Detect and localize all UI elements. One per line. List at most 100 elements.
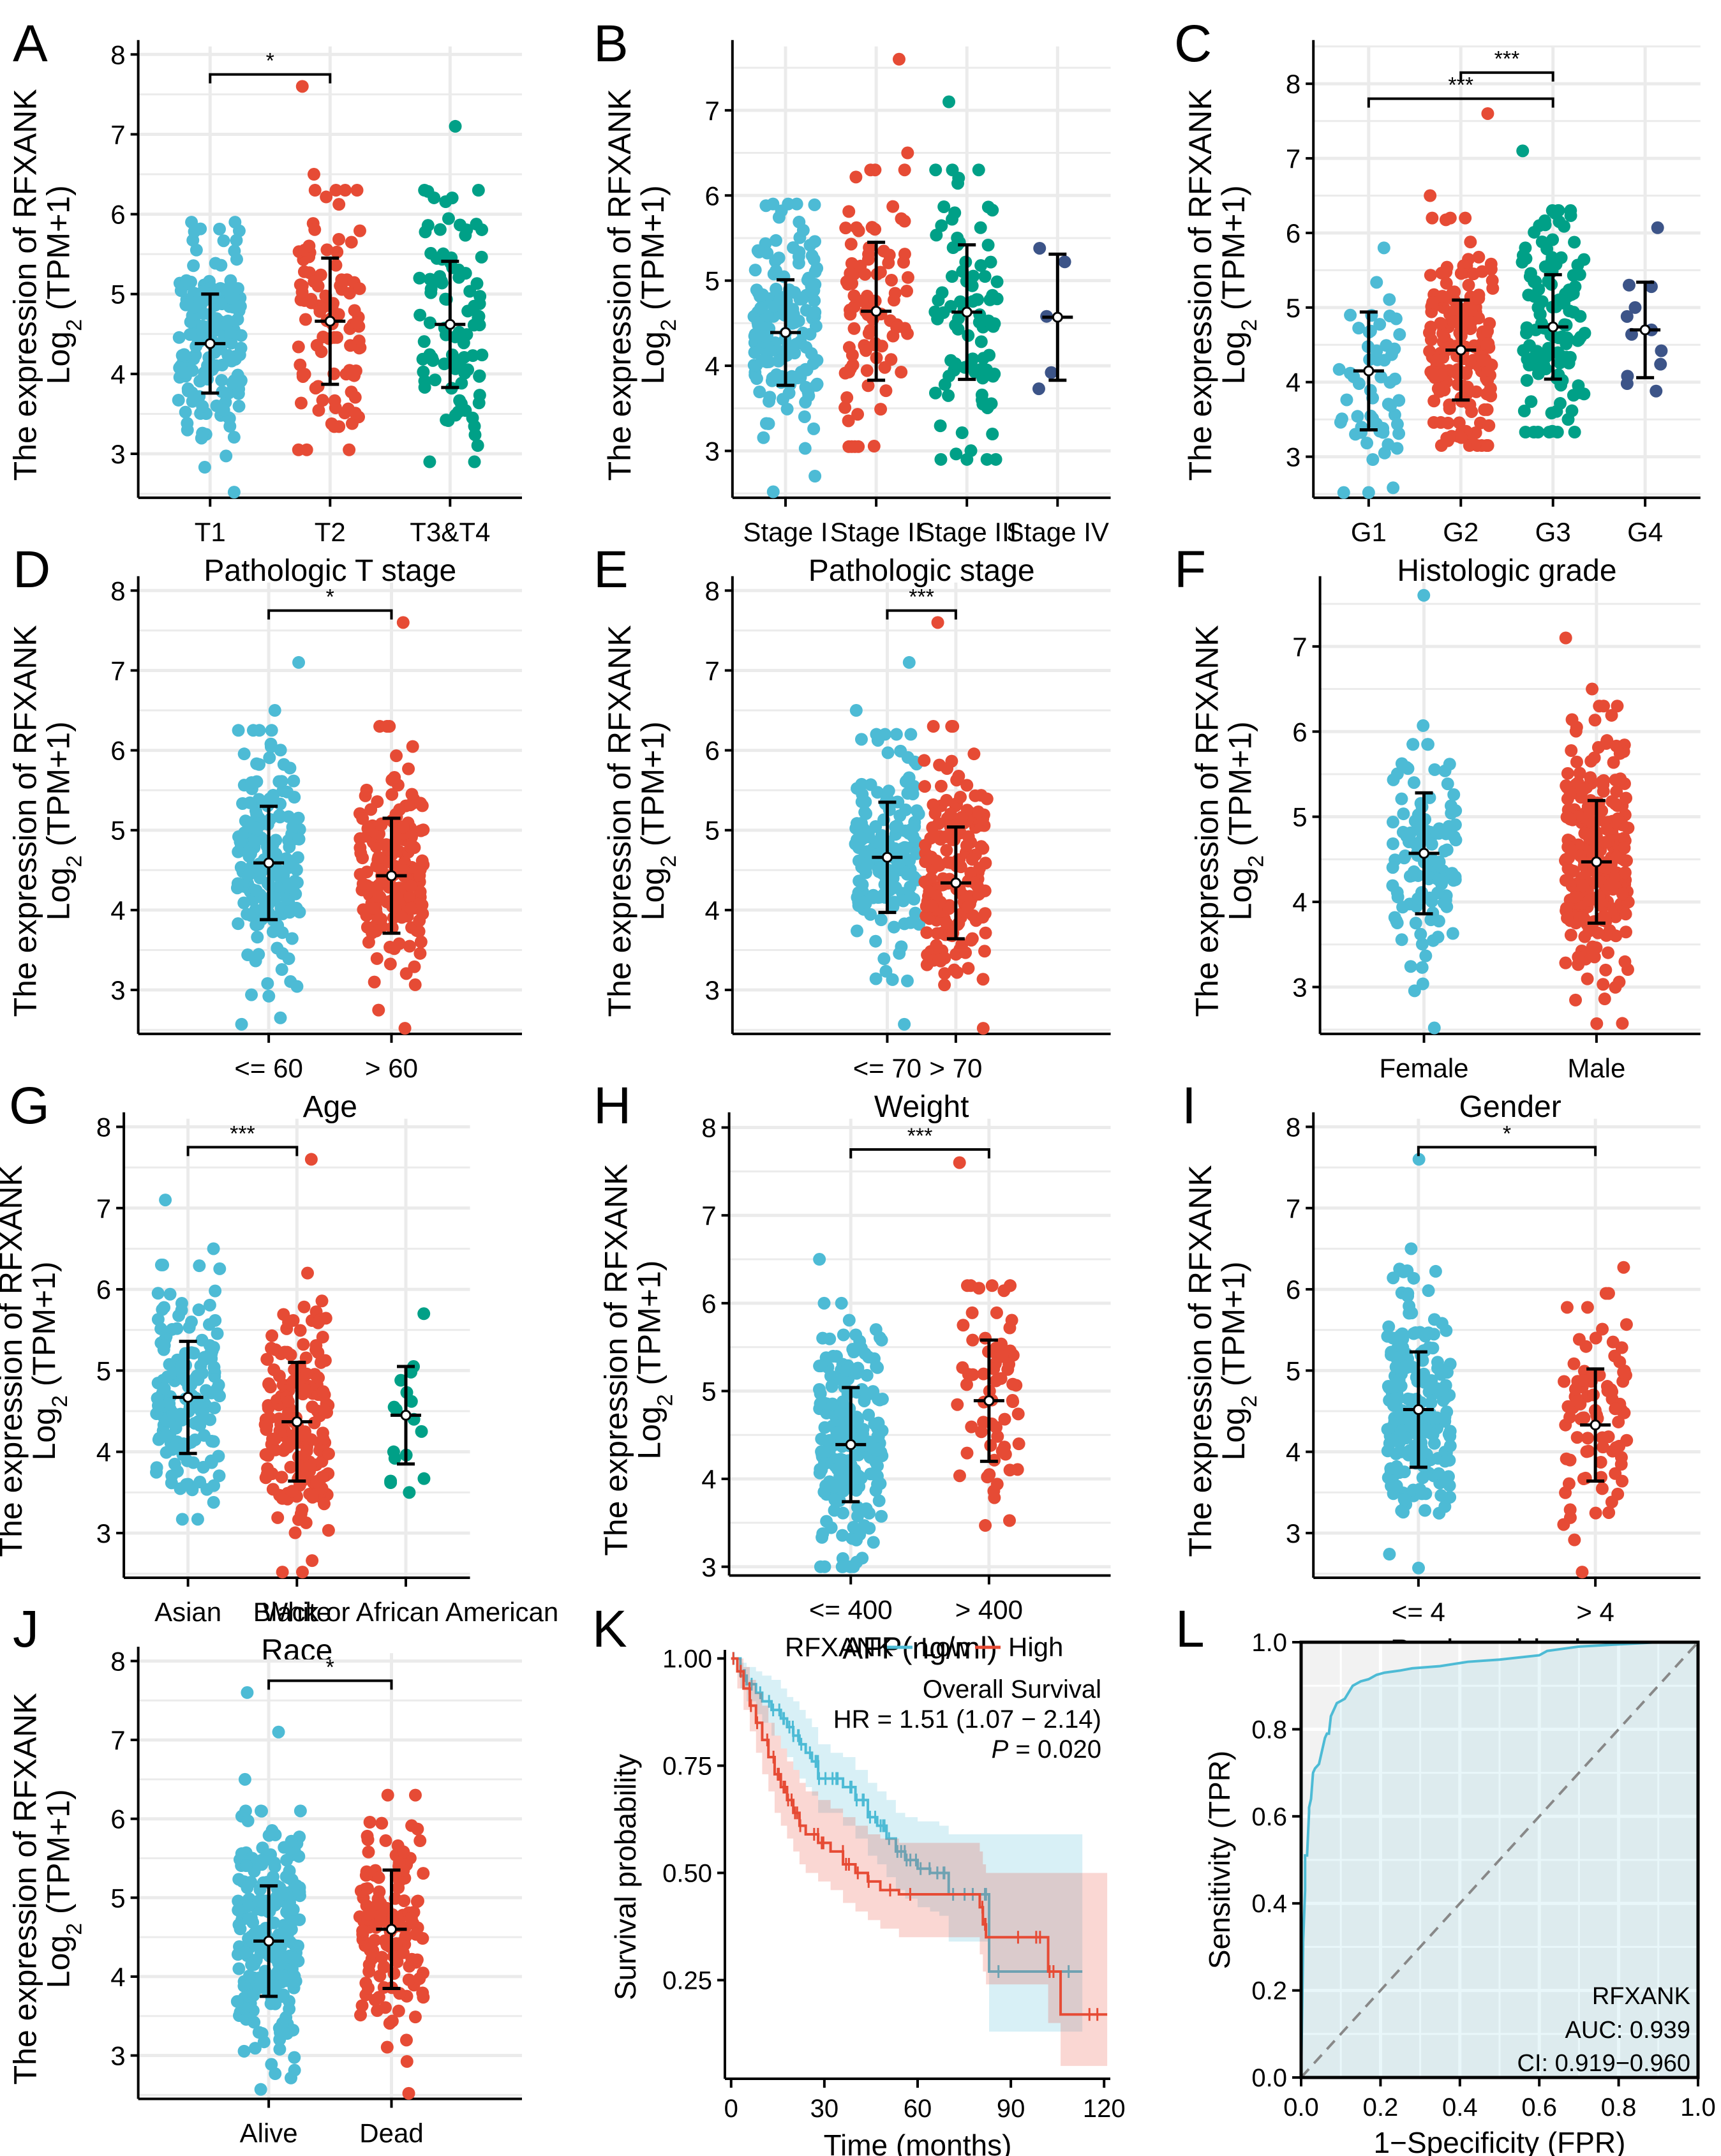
- data-point: [839, 221, 853, 235]
- data-point: [208, 1401, 221, 1414]
- data-point: [850, 1366, 863, 1380]
- data-point: [965, 853, 979, 866]
- data-point: [1568, 890, 1581, 904]
- data-point: [232, 917, 245, 931]
- data-point: [238, 1772, 251, 1786]
- data-point: [951, 322, 965, 336]
- y-tick-label: 7: [1286, 144, 1300, 174]
- data-point: [918, 754, 931, 767]
- log-text: Log: [635, 331, 671, 384]
- data-point: [897, 894, 910, 908]
- data-point: [1618, 841, 1631, 855]
- data-point: [860, 344, 873, 357]
- data-point: [1597, 778, 1610, 791]
- data-point: [1609, 1402, 1622, 1416]
- mean-marker: [291, 1416, 302, 1428]
- data-point: [315, 1294, 329, 1308]
- data-point: [292, 340, 305, 354]
- data-point: [886, 200, 900, 213]
- data-point: [185, 1315, 198, 1329]
- data-point: [973, 862, 987, 875]
- data-point: [979, 926, 992, 940]
- legend-label-low: Low: [921, 1632, 971, 1662]
- data-point: [983, 1468, 996, 1481]
- data-point: [1557, 1518, 1570, 1531]
- data-point: [1577, 783, 1590, 797]
- data-point: [288, 1526, 302, 1539]
- x-tick-label: > 400: [955, 1595, 1023, 1625]
- data-point: [835, 1296, 848, 1310]
- data-point: [1520, 326, 1533, 340]
- data-point: [1573, 767, 1586, 780]
- data-point: [1481, 107, 1494, 120]
- data-point: [1486, 274, 1499, 287]
- data-point: [850, 924, 863, 938]
- x-axis-title: Pathologic stage: [808, 554, 1035, 588]
- data-point: [1032, 382, 1045, 396]
- data-point: [1383, 1548, 1396, 1561]
- data-point: [1409, 1326, 1422, 1340]
- data-point: [1418, 1458, 1431, 1472]
- data-point: [1396, 1341, 1410, 1354]
- y-tick-label: 4: [704, 351, 719, 381]
- data-point: [1431, 931, 1445, 944]
- data-point: [472, 311, 485, 325]
- log-text: Log: [41, 867, 77, 920]
- data-point: [871, 1361, 884, 1374]
- data-point: [988, 292, 1002, 305]
- data-point: [823, 1332, 837, 1345]
- bracket-line: [849, 1148, 990, 1158]
- data-point: [1440, 276, 1453, 290]
- data-point: [220, 449, 233, 463]
- data-point: [1522, 288, 1535, 302]
- data-point: [814, 1387, 827, 1400]
- data-point: [403, 1486, 416, 1499]
- error-bar: [770, 278, 801, 387]
- data-point: [1382, 1320, 1396, 1333]
- data-point: [869, 1443, 883, 1456]
- data-point: [869, 934, 883, 948]
- data-point: [1528, 275, 1541, 288]
- data-point: [1340, 393, 1353, 407]
- mean-marker: [1639, 324, 1651, 336]
- data-point: [1392, 427, 1406, 440]
- data-point: [1584, 754, 1598, 768]
- data-point: [898, 322, 911, 335]
- data-point: [894, 744, 907, 758]
- data-point: [311, 380, 325, 393]
- data-point: [1563, 812, 1577, 826]
- data-point: [1516, 249, 1530, 262]
- data-point: [1589, 1506, 1602, 1520]
- data-point: [892, 52, 905, 66]
- data-point: [1427, 1313, 1441, 1326]
- y-tick-label: 8: [110, 576, 125, 606]
- y-tick-label: 7: [110, 1725, 125, 1755]
- panel-label: L: [1175, 1600, 1205, 1658]
- y-tick-label: 6: [704, 736, 719, 766]
- data-point: [356, 877, 369, 890]
- data-point: [825, 1379, 838, 1393]
- data-point: [928, 807, 942, 820]
- y-tick-label: 3: [96, 1518, 111, 1548]
- data-point: [379, 1834, 392, 1847]
- data-point: [237, 2044, 251, 2058]
- data-point: [788, 286, 801, 299]
- data-point: [1424, 269, 1437, 282]
- x-tick-label: 30: [810, 2095, 839, 2123]
- significance-label: *: [266, 49, 274, 73]
- data-point: [372, 1871, 385, 1884]
- data-point: [847, 322, 861, 335]
- data-point: [849, 1483, 863, 1497]
- data-point: [955, 426, 969, 440]
- error-bar: [872, 800, 903, 915]
- data-point: [410, 1895, 424, 1908]
- x-tick-label: Stage I: [743, 517, 828, 547]
- data-point: [248, 833, 262, 846]
- data-point: [1655, 344, 1668, 357]
- data-point: [780, 402, 794, 415]
- data-point: [847, 300, 861, 313]
- y-tick-label: 5: [96, 1356, 111, 1386]
- data-point: [954, 790, 967, 804]
- significance-label: *: [326, 585, 334, 610]
